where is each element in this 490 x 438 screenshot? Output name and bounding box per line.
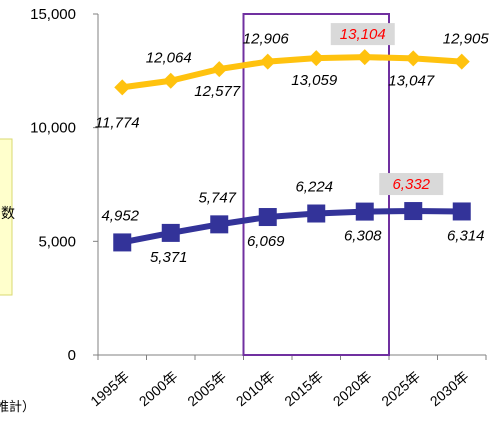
series-1-point <box>308 50 325 67</box>
series-1-data-label: 13,047 <box>388 72 435 89</box>
x-tick-label: 2010年 <box>233 368 278 409</box>
series-1-point <box>211 61 228 78</box>
series-2-point <box>452 202 471 221</box>
series-2-point <box>210 215 229 234</box>
series-1-data-label: 12,905 <box>443 31 490 48</box>
series-1-data-label: 12,064 <box>146 50 192 67</box>
series-2-point <box>258 208 277 227</box>
x-tick-label: 1995年 <box>87 368 132 409</box>
series-1-point <box>114 79 131 96</box>
series-2-point <box>113 233 132 252</box>
series-2-highlight-bg <box>379 173 444 196</box>
series-1-data-label: 12,906 <box>243 31 290 48</box>
series-1-point <box>162 72 179 89</box>
series-1-point <box>405 50 422 67</box>
series-2-data-label: 6,332 <box>392 176 430 193</box>
series-2-data-label: 5,747 <box>198 189 236 206</box>
x-tick-label: 2000年 <box>136 368 181 409</box>
left-box-text: 数 <box>1 205 15 221</box>
series-1-point <box>453 53 470 70</box>
series-1-line <box>121 54 462 91</box>
series-1-data-label: 12,577 <box>194 83 241 100</box>
x-tick-label: 2020年 <box>330 368 375 409</box>
series-2-point <box>307 204 326 223</box>
x-tick-label: 2015年 <box>281 368 326 409</box>
y-tick-label: 5,000 <box>38 233 76 250</box>
series-2-data-label: 6,308 <box>344 228 382 245</box>
footnote: 推計） <box>0 399 35 414</box>
x-tick-label: 2025年 <box>378 368 423 409</box>
series-1-highlight-bg <box>330 23 395 46</box>
series-2-data-label: 5,371 <box>150 249 188 266</box>
series-2-data-label: 6,314 <box>447 227 485 244</box>
series-2-point <box>355 202 374 221</box>
x-tick-label: 2030年 <box>427 368 472 409</box>
y-tick-label: 15,000 <box>30 6 76 23</box>
series-2-data-label: 6,069 <box>247 233 285 250</box>
series-2-data-label: 4,952 <box>101 207 139 224</box>
series-2-point <box>161 223 180 242</box>
series-1-point <box>356 49 373 66</box>
series-1-data-label: 13,104 <box>340 26 386 43</box>
left-legend-box <box>0 138 13 296</box>
series-1-data-label: 13,059 <box>291 72 338 89</box>
y-tick-label: 10,000 <box>30 120 76 137</box>
series-2-data-label: 6,224 <box>295 179 333 196</box>
y-tick-label: 0 <box>68 347 76 364</box>
series-1-data-label: 11,774 <box>95 114 140 131</box>
x-tick-label: 2005年 <box>184 368 229 409</box>
series-2-point <box>404 202 423 221</box>
series-1-point <box>259 53 276 70</box>
